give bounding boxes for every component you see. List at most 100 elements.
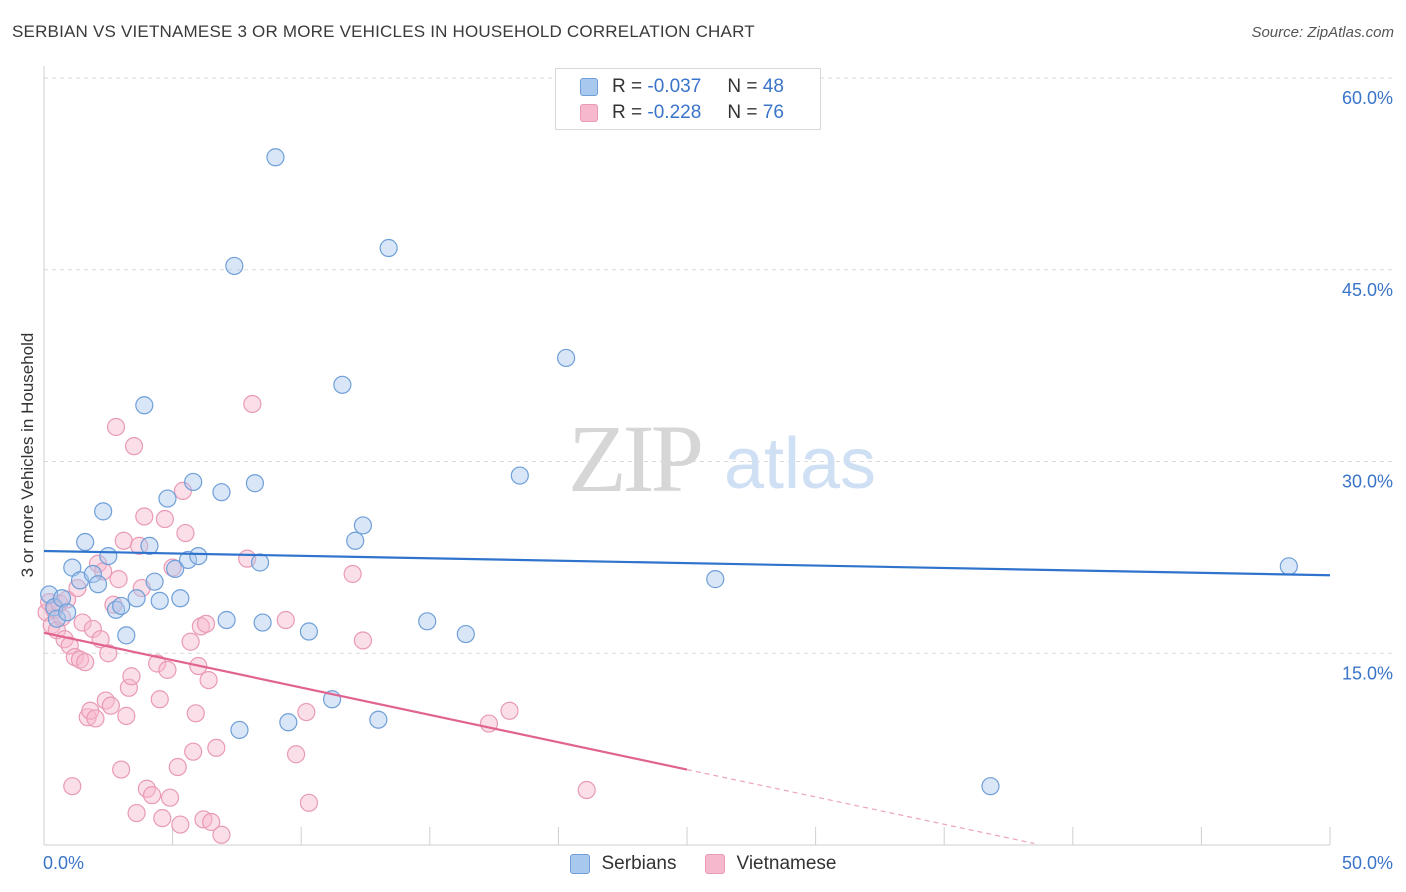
r-label: R = [612,102,643,123]
serbian-point [379,238,398,258]
vietnamese-point [207,738,226,757]
r-label: R = [612,76,643,97]
serbian-point [250,553,270,572]
vietnamese-point [124,437,144,456]
serbian-point [510,466,529,485]
legend-row-serbians: R = -0.037 N = 48 [580,75,784,99]
serbian-point [266,148,285,167]
r-value: -0.228 [647,102,702,123]
y-tick-label: 60.0% [1342,88,1393,108]
vietnamese-point [171,815,190,834]
y-tick-label: 30.0% [1342,472,1393,492]
serbian-point [158,489,177,508]
vietnamese-point [122,667,141,686]
vietnamese-point [104,595,123,614]
vietnamese-point [577,780,596,800]
correlation-legend: R = -0.037 N = 48 R = -0.228 N = 76 [555,68,821,130]
vietnamese-point [109,570,128,589]
vietnamese-point [127,803,146,823]
serbian-point [225,256,244,276]
points-layer [37,148,1298,844]
vietnamese-point [276,610,295,630]
vietnamese-point [130,536,149,555]
vietnamese-point [191,617,210,636]
vietnamese-trend-line [43,631,688,771]
serbian-point [230,720,249,740]
n-label: N = [727,102,758,123]
serbian-trend-line [43,549,1331,577]
x-tick-label: 50.0% [1342,853,1393,873]
serbian-point [353,516,373,535]
vietnamese-point [86,709,105,728]
grid-layer [44,77,1392,654]
serbian-point [279,713,298,732]
vietnamese-point [112,760,131,779]
serbian-point [178,550,198,570]
vietnamese-point [343,564,362,584]
serbian-point [184,472,203,492]
vietnamese-point [176,523,195,543]
vietnamese-swatch [704,854,725,874]
serbian-point [245,474,265,493]
vietnamese-point [155,509,174,529]
serbian-point [83,564,102,584]
vietnamese-point [83,619,102,639]
legend-item-serbians[interactable]: Serbians [569,853,677,875]
vietnamese-point [196,614,216,633]
serbian-point [981,777,1000,796]
serbian-point [94,502,113,521]
vietnamese-point [286,745,306,764]
serbian-point [112,596,131,616]
vietnamese-point [73,613,92,632]
source-label: Source: ZipAtlas.com [1251,24,1394,41]
vietnamese-point [101,696,120,715]
vietnamese-point [297,702,316,722]
serbian-point [166,559,185,578]
legend-row-vietnamese: R = -0.228 N = 76 [580,101,784,125]
serbian-point [189,546,208,566]
vietnamese-point [158,660,177,679]
vietnamese-point [212,825,231,844]
legend-item-vietnamese[interactable]: Vietnamese [704,853,837,875]
watermark-atlas: atlas [724,424,876,504]
x-tick-label: 0.0% [43,853,84,873]
watermark: ZIP atlas [568,405,876,512]
n-label: N = [727,76,758,97]
serbian-point [145,572,164,591]
r-value: -0.037 [647,76,702,97]
series-legend: Serbians Vietnamese [0,851,1406,877]
vietnamese-point [168,757,187,777]
serbian-point [99,546,118,566]
serbian-point [171,589,190,608]
vietnamese-point [181,632,200,651]
y-tick-label: 15.0% [1342,663,1393,683]
vietnamese-point [65,647,84,667]
serbian-point [150,591,169,610]
vietnamese-point [353,631,373,650]
serbian-point [253,613,272,632]
serbian-point [418,612,437,631]
n-value: 76 [762,102,784,123]
legend-label-serbians: Serbians [601,853,677,874]
serbian-point [212,483,231,502]
serbian-point [135,396,154,415]
vietnamese-point [142,786,162,805]
vietnamese-point [99,644,118,663]
vietnamese-point [199,670,218,690]
vietnamese-point [500,701,519,720]
vietnamese-point [243,394,262,414]
vietnamese-point [148,654,167,673]
vietnamese-point [299,793,319,812]
vietnamese-trend-extension [686,768,1035,845]
vietnamese-point [186,704,205,723]
vietnamese-point [96,691,115,710]
serbian-point [58,603,77,622]
tick-label-layer: 15.0% 30.0% 45.0% 60.0% 0.0% 50.0% [43,88,1393,873]
vietnamese-point [106,417,126,437]
serbian-point [333,375,352,394]
serbian-point [76,532,95,552]
vietnamese-point [70,650,90,669]
vietnamese-point [202,812,221,832]
serbian-point [557,348,576,368]
